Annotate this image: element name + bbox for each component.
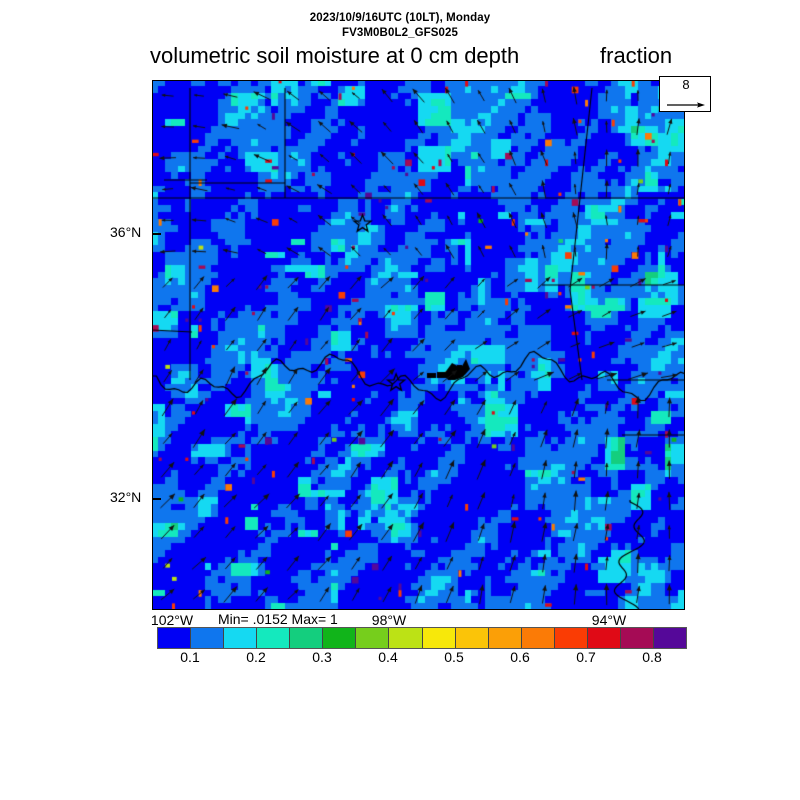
latitude-tick-label: 32°N — [110, 489, 142, 505]
units-label: fraction — [600, 43, 673, 68]
colorbar-segment — [158, 628, 192, 648]
colorbar[interactable] — [157, 627, 687, 649]
colorbar-tick-label: 0.5 — [444, 649, 464, 665]
timestamp-label: 2023/10/9/16UTC (10LT), Monday — [309, 12, 491, 24]
colorbar-tick-label: 0.3 — [312, 649, 332, 665]
soil-moisture-heatmap-canvas[interactable] — [152, 80, 685, 610]
longitude-tick-label: 98°W — [371, 612, 407, 628]
latitude-tick-label: 36°N — [110, 224, 142, 240]
map-plot-area[interactable] — [152, 80, 685, 610]
wind-vector-arrow-icon — [667, 102, 705, 108]
colorbar-tick-label: 0.4 — [378, 649, 398, 665]
colorbar-segment — [290, 628, 324, 648]
longitude-tick-label: 102°W — [150, 612, 194, 628]
colorbar-segment — [191, 628, 225, 648]
wind-vector-key: 8 — [659, 76, 711, 112]
colorbar-tick-label: 0.2 — [246, 649, 266, 665]
colorbar-segment — [488, 628, 522, 648]
colorbar-segment — [323, 628, 357, 648]
colorbar-segment — [356, 628, 390, 648]
wind-key-value: 8 — [682, 77, 690, 92]
longitude-tick-label: 94°W — [591, 612, 627, 628]
colorbar-segment — [620, 628, 654, 648]
colorbar-tick-labels: 0.1 0.2 0.3 0.4 0.5 0.6 0.7 0.8 — [157, 649, 687, 669]
latitude-tick-mark — [152, 498, 161, 500]
colorbar-segment — [653, 628, 686, 648]
colorbar-tick-label: 0.6 — [510, 649, 530, 665]
page-title: volumetric soil moisture at 0 cm depth — [150, 43, 520, 68]
colorbar-segment — [422, 628, 456, 648]
colorbar-tick-label: 0.8 — [642, 649, 662, 665]
colorbar-segment — [554, 628, 588, 648]
colorbar-segment — [389, 628, 423, 648]
colorbar-segment — [521, 628, 555, 648]
latitude-tick-mark — [152, 233, 161, 235]
colorbar-segment — [455, 628, 489, 648]
colorbar-segment — [224, 628, 258, 648]
minmax-stats-label: Min= .0152 Max= 1 — [218, 611, 338, 627]
colorbar-segment — [587, 628, 621, 648]
colorbar-segment — [257, 628, 291, 648]
colorbar-tick-label: 0.1 — [180, 649, 200, 665]
model-label: FV3M0B0L2_GFS025 — [341, 27, 458, 39]
colorbar-tick-label: 0.7 — [576, 649, 596, 665]
